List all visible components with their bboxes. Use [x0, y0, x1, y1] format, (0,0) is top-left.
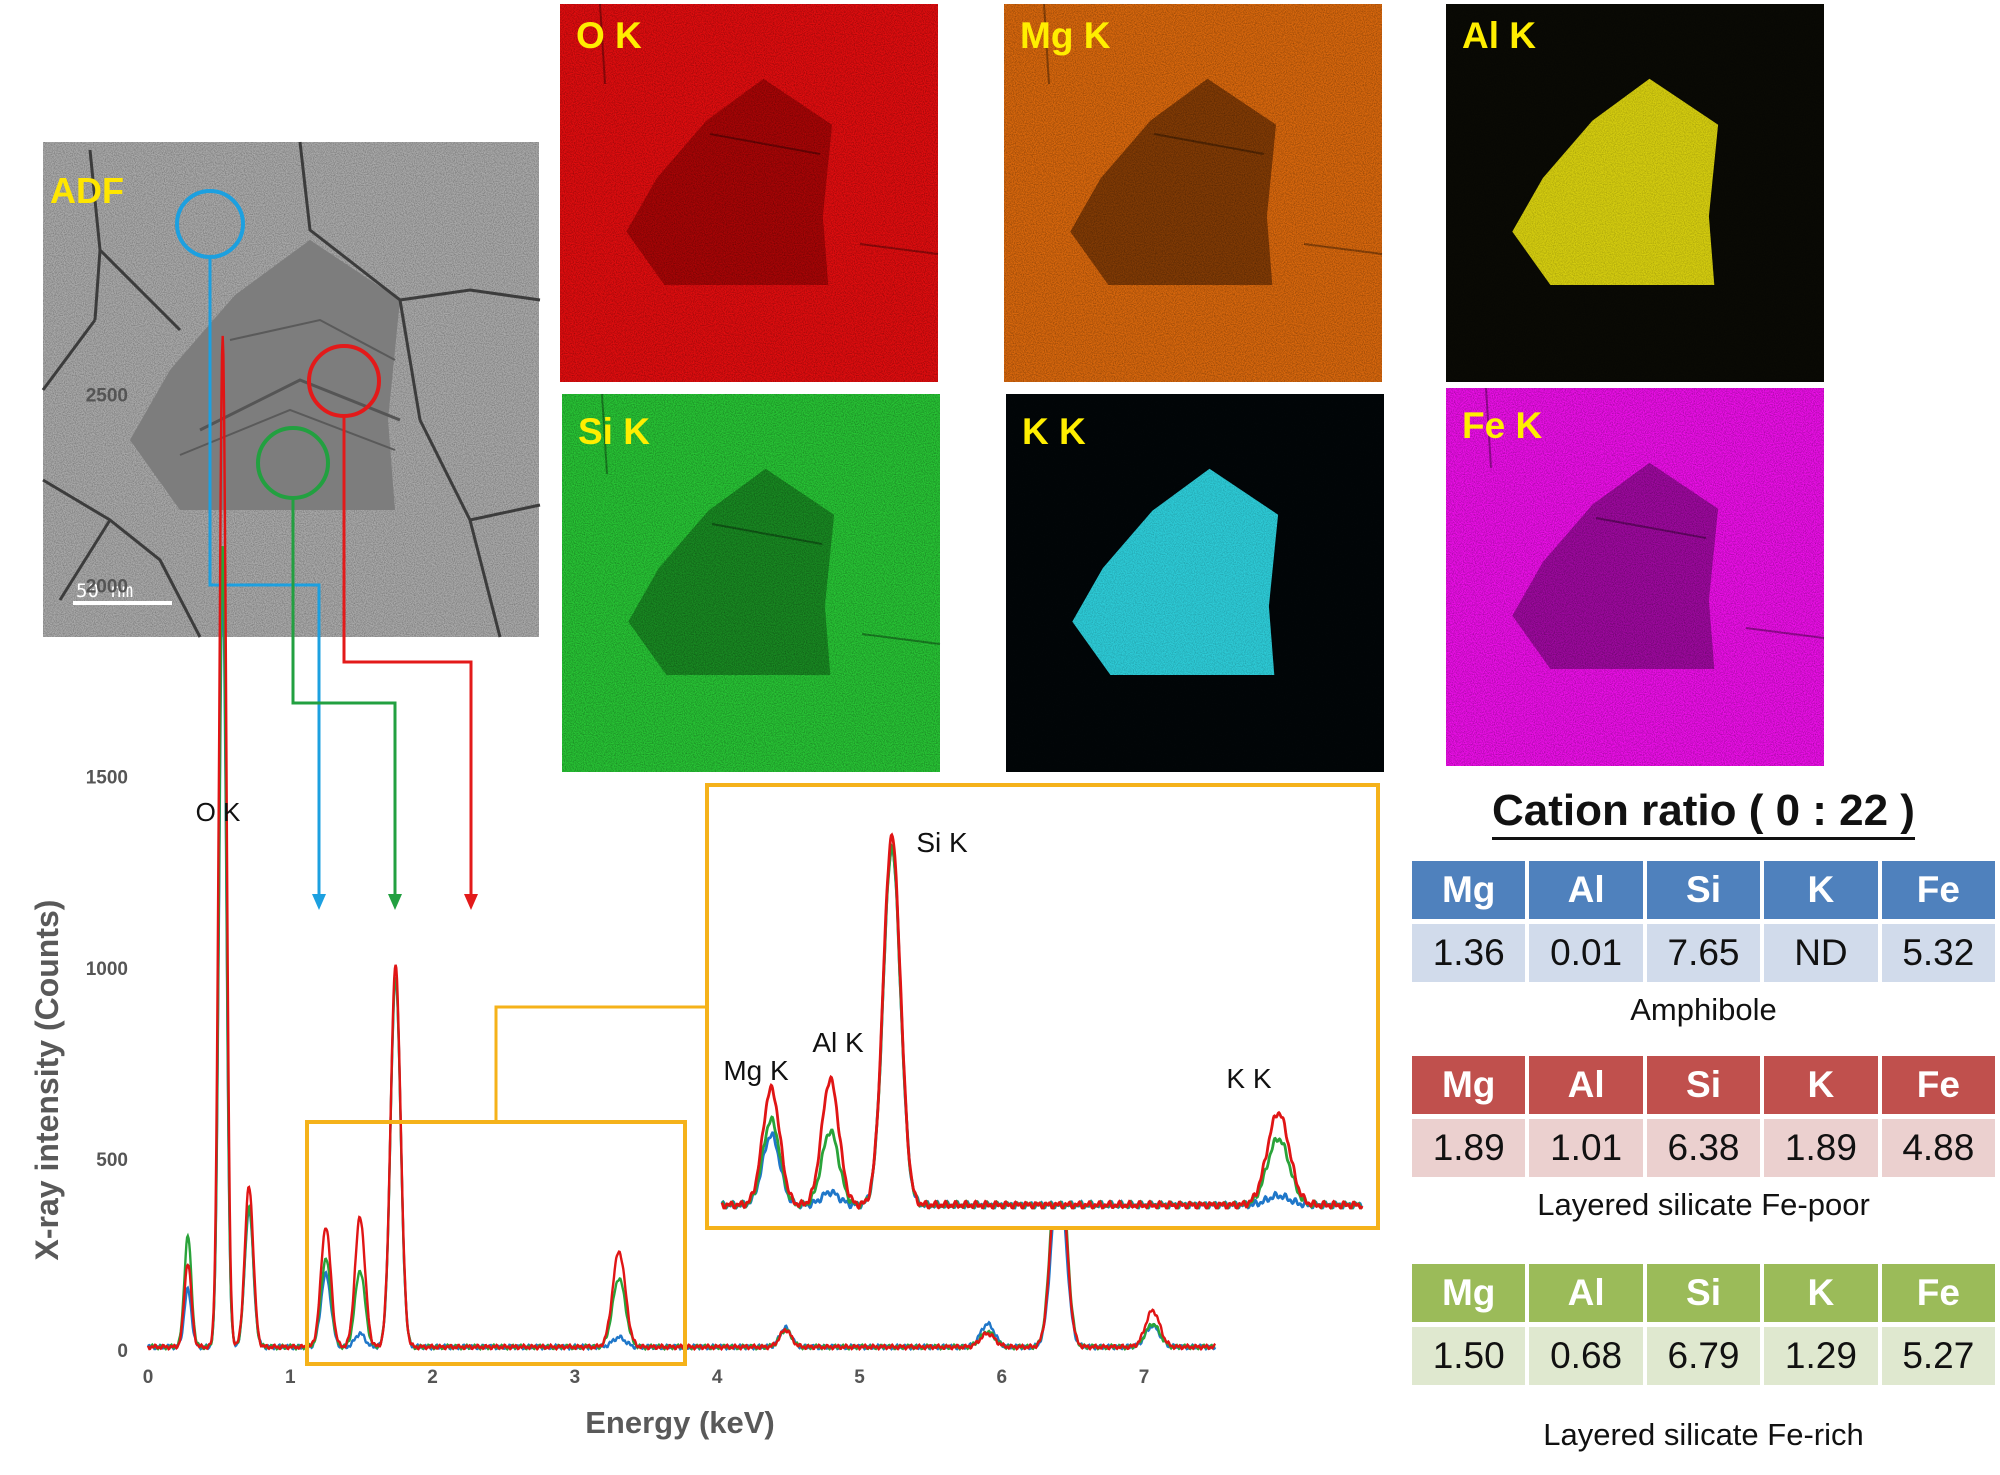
map-label: O K [576, 15, 642, 56]
x-tick-label: 0 [143, 1367, 154, 1388]
table-header-cell: Fe [1881, 861, 1996, 919]
map-label: Si K [578, 411, 650, 452]
map-label: K K [1022, 411, 1086, 452]
table-value-cell: 6.38 [1646, 1119, 1761, 1177]
table-header-cell: Si [1646, 1264, 1761, 1322]
spectrum-chart: X-ray intensity (Counts) Energy (keV) 0 5… [29, 335, 1380, 1440]
map-al-k: Al K [1446, 4, 1824, 382]
table-value-cell: 5.27 [1881, 1327, 1996, 1385]
table-header-cell: K [1764, 861, 1878, 919]
table-header-cell: Mg [1412, 1264, 1526, 1322]
connectors [208, 257, 478, 910]
table-header-cell: Mg [1412, 1056, 1526, 1114]
adf-image: 50 nm ADF [41, 141, 541, 638]
y-tick-label: 1000 [86, 959, 128, 980]
table-header-cell: Fe [1881, 1264, 1996, 1322]
map-label: Mg K [1020, 15, 1111, 56]
table-header-cell: Al [1529, 861, 1643, 919]
table-value-cell: 0.01 [1529, 924, 1643, 982]
map-k-k: K K [1006, 394, 1384, 772]
x-tick-label: 6 [997, 1367, 1008, 1388]
inset-series-3 [720, 832, 1364, 1210]
map-fe-k: Fe K [1446, 387, 1825, 766]
adf-label: ADF [50, 170, 124, 211]
cation-table-2: Mg Al Si K Fe 1.89 1.01 6.38 1.89 4.88 Layered sil… [1412, 1056, 1996, 1223]
y-tick-label: 500 [96, 1150, 128, 1171]
scale-bar-label: 50 nm [76, 580, 133, 602]
table-header-cell: K [1764, 1056, 1878, 1114]
map-si-k: Si K [562, 393, 941, 772]
x-tick-label: 3 [570, 1367, 581, 1388]
table-value-cell: 6.79 [1646, 1327, 1761, 1385]
table-header-cell: Al [1529, 1056, 1643, 1114]
table-value-cell: 0.68 [1529, 1327, 1643, 1385]
table-value-cell: 1.89 [1764, 1119, 1878, 1177]
peak-label-si: Si K [916, 827, 968, 858]
x-tick-label: 5 [854, 1367, 865, 1388]
y-axis-label: X-ray intensity (Counts) [29, 900, 65, 1261]
y-tick-label: 2500 [86, 386, 128, 407]
table-header-cell: Fe [1881, 1056, 1996, 1114]
map-label: Al K [1462, 15, 1536, 56]
elemental-maps: O K Mg K Al K Si K K K Fe K [560, 3, 1825, 772]
peak-label-k: K K [1226, 1063, 1271, 1094]
table-caption: Layered silicate Fe-poor [1537, 1187, 1870, 1222]
table-value-cell: 4.88 [1881, 1119, 1996, 1177]
table-value-cell: 1.89 [1412, 1119, 1526, 1177]
table-caption: Layered silicate Fe-rich [1543, 1417, 1864, 1452]
zoom-connector [494, 1005, 707, 1122]
x-tick-label: 1 [285, 1367, 296, 1388]
peak-label-mg: Mg K [723, 1055, 789, 1086]
y-tick-label: 0 [117, 1341, 128, 1362]
peak-label-o: O K [196, 797, 241, 827]
table-header-cell: Mg [1412, 861, 1526, 919]
y-tick-label: 1500 [86, 768, 128, 789]
table-header-cell: K [1764, 1264, 1878, 1322]
table-value-cell: 1.36 [1412, 924, 1526, 982]
table-value-cell: 5.32 [1881, 924, 1996, 982]
cation-ratio-title: Cation ratio ( 0 : 22 ) [1412, 786, 1995, 840]
table-header-cell: Al [1529, 1264, 1643, 1322]
x-axis-label: Energy (keV) [585, 1405, 775, 1440]
table-value-cell: 1.01 [1529, 1119, 1643, 1177]
x-tick-label: 7 [1139, 1367, 1150, 1388]
x-tick-label: 2 [427, 1367, 438, 1388]
x-tick-label: 4 [712, 1367, 723, 1388]
map-label: Fe K [1462, 405, 1542, 446]
table-header-cell: Si [1646, 1056, 1761, 1114]
cation-table-3: Mg Al Si K Fe 1.50 0.68 6.79 1.29 5.27 Layered sil… [1412, 1264, 1996, 1453]
map-mg-k: Mg K [1004, 3, 1383, 382]
peak-label-al: Al K [812, 1027, 864, 1058]
map-o-k: O K [560, 3, 939, 382]
table-header-cell: Si [1646, 861, 1761, 919]
spectrum-series-3 [146, 335, 1217, 1352]
table-value-cell: ND [1764, 924, 1878, 982]
table-value-cell: 1.29 [1764, 1327, 1878, 1385]
cation-table-1: Mg Al Si K Fe 1.36 0.01 7.65 ND 5.32 Amphibole [1412, 861, 1996, 1028]
table-caption: Amphibole [1630, 992, 1777, 1027]
y-tick-label: 2000 [86, 577, 128, 598]
table-value-cell: 7.65 [1646, 924, 1761, 982]
table-value-cell: 1.50 [1412, 1327, 1526, 1385]
inset-box [705, 783, 1380, 1230]
